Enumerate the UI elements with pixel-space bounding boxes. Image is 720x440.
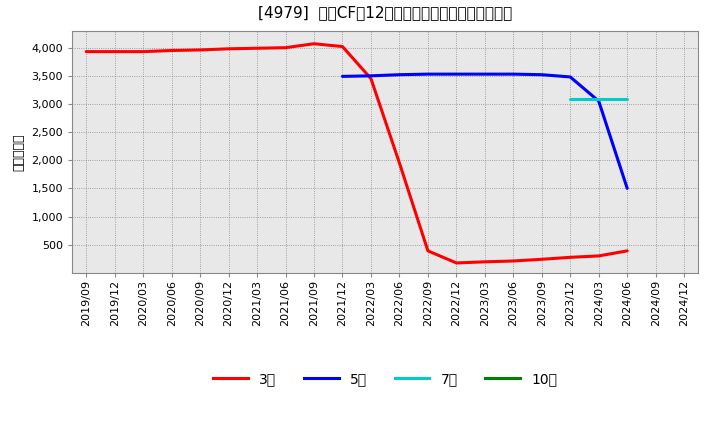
Y-axis label: （百万円）: （百万円）	[13, 133, 26, 171]
Legend: 3年, 5年, 7年, 10年: 3年, 5年, 7年, 10年	[207, 367, 563, 392]
Title: [4979]  投賄CFの12か月移動合計の標準偏差の推移: [4979] 投賄CFの12か月移動合計の標準偏差の推移	[258, 5, 513, 20]
